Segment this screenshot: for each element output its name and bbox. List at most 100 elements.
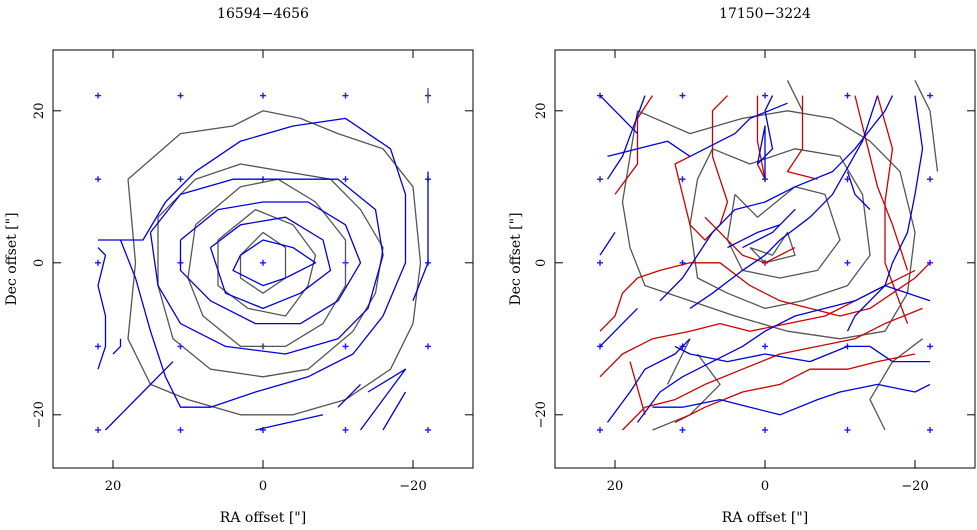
gray-contour-line bbox=[652, 353, 721, 431]
x-axis-label-right: RA offset ["] bbox=[722, 510, 808, 526]
gray-contour-line bbox=[157, 163, 384, 378]
x-tick-label: 0 bbox=[259, 479, 267, 494]
red-contour-line bbox=[614, 95, 654, 195]
sample-point-marker bbox=[95, 343, 101, 350]
gray-contour-line bbox=[621, 110, 916, 340]
sample-point-marker bbox=[425, 427, 431, 433]
gray-contour-line bbox=[869, 338, 923, 431]
y-tick-label: 20 bbox=[32, 103, 47, 120]
blue-contour-line bbox=[599, 95, 638, 135]
sample-point-marker bbox=[177, 176, 184, 183]
red-contour-line bbox=[756, 95, 766, 180]
blue-contour-line bbox=[149, 178, 384, 355]
sample-point-marker bbox=[679, 92, 686, 99]
red-contour-line bbox=[876, 95, 909, 324]
sample-point-marker bbox=[342, 92, 349, 99]
x-tick-label: −20 bbox=[399, 479, 426, 494]
blue-contour-line bbox=[599, 307, 638, 347]
gray-contour-line bbox=[749, 231, 796, 264]
red-contour-line bbox=[629, 361, 646, 415]
blue-contour-line bbox=[232, 239, 317, 287]
panel-title-right: 17150−3224 bbox=[719, 6, 811, 22]
sample-point-marker bbox=[95, 92, 101, 99]
sample-point-marker bbox=[177, 427, 184, 433]
gray-contour-line bbox=[187, 178, 347, 348]
x-axis-label-left: RA offset ["] bbox=[220, 510, 306, 526]
blue-contour-line bbox=[179, 201, 362, 325]
blue-contour-line bbox=[727, 208, 796, 249]
blue-contour-line bbox=[756, 95, 774, 180]
red-contour-line bbox=[854, 95, 909, 271]
blue-contour-line bbox=[105, 361, 174, 431]
blue-contour-line bbox=[255, 414, 324, 431]
red-contour-line bbox=[674, 95, 729, 241]
x-tick-label: −20 bbox=[901, 479, 928, 494]
red-contour-line bbox=[704, 216, 796, 264]
blue-contour-line bbox=[209, 216, 332, 310]
sample-point-marker bbox=[260, 259, 266, 266]
sample-point-marker bbox=[95, 427, 101, 433]
sample-point-marker bbox=[927, 176, 933, 183]
sample-point-marker bbox=[762, 92, 768, 99]
contours-left bbox=[97, 88, 429, 431]
blue-contour-line bbox=[636, 284, 931, 423]
axis-ticks-left: 20 0 −20 20 0 −20 bbox=[32, 50, 473, 494]
blue-contour-line bbox=[846, 95, 924, 332]
y-tick-label: −20 bbox=[534, 401, 549, 428]
y-tick-label: −20 bbox=[32, 401, 47, 428]
y-tick-label: 0 bbox=[534, 259, 549, 267]
gray-contour-line bbox=[666, 338, 691, 385]
red-contour-line bbox=[674, 353, 916, 423]
blue-contour-line bbox=[606, 95, 646, 180]
sample-point-marker bbox=[425, 343, 431, 350]
panel-left: 16594−4656 20 0 −20 20 0 −20 RA offset ["] De… bbox=[4, 6, 474, 526]
sample-point-marker bbox=[927, 343, 933, 350]
sample-point-marker bbox=[342, 343, 349, 350]
red-contour-line bbox=[786, 95, 818, 180]
gray-contour-line bbox=[689, 148, 871, 310]
y-tick-label: 0 bbox=[32, 259, 47, 267]
blue-contour-line bbox=[659, 95, 894, 302]
sample-point-marker bbox=[844, 259, 851, 266]
gray-contour-line bbox=[914, 80, 939, 172]
panel-title-left: 16594−4656 bbox=[217, 6, 309, 22]
sample-point-marker bbox=[762, 343, 768, 350]
blue-contour-line bbox=[607, 102, 788, 158]
blue-contour-line bbox=[98, 117, 407, 408]
y-axis-label-left: Dec offset ["] bbox=[4, 212, 20, 305]
blue-contour-line bbox=[97, 247, 107, 370]
blue-contour-line bbox=[382, 391, 407, 431]
sample-point-marker bbox=[679, 176, 686, 183]
sample-point-marker bbox=[342, 176, 349, 183]
panel-right: 17150−3224 20 0 −20 20 0 −20 RA offset ["] De… bbox=[508, 6, 976, 526]
sample-point-marker bbox=[927, 427, 933, 433]
blue-contour-line bbox=[689, 95, 879, 309]
red-contour-line bbox=[622, 307, 923, 431]
sample-point-marker bbox=[762, 427, 768, 433]
y-axis-label-right: Dec offset ["] bbox=[508, 212, 524, 305]
gray-contour-line bbox=[786, 80, 804, 112]
sample-point-marker bbox=[597, 176, 603, 183]
sample-point-marker bbox=[679, 427, 686, 433]
sample-point-marker bbox=[177, 92, 184, 99]
sample-point-marker bbox=[95, 176, 101, 183]
blue-contour-line bbox=[599, 232, 616, 256]
x-tick-label: 0 bbox=[761, 479, 769, 494]
blue-contour-line bbox=[846, 171, 871, 211]
sample-point-marker bbox=[597, 259, 603, 266]
blue-contour-line bbox=[412, 171, 429, 302]
sample-point-marker bbox=[844, 92, 851, 99]
gray-contour-line bbox=[217, 208, 317, 317]
blue-contour-line bbox=[674, 345, 930, 363]
sample-point-marker bbox=[597, 427, 603, 433]
blue-contour-line bbox=[337, 383, 361, 408]
gray-contour-line bbox=[726, 186, 841, 279]
x-tick-label: 20 bbox=[105, 479, 122, 494]
sample-point-marker bbox=[844, 427, 851, 433]
sample-point-marker bbox=[95, 259, 101, 266]
sample-point-marker bbox=[260, 92, 266, 99]
red-contour-line bbox=[599, 262, 931, 332]
gray-contour-line bbox=[127, 110, 422, 416]
axis-ticks-right: 20 0 −20 20 0 −20 bbox=[534, 50, 975, 494]
blue-contour-line bbox=[652, 383, 931, 416]
